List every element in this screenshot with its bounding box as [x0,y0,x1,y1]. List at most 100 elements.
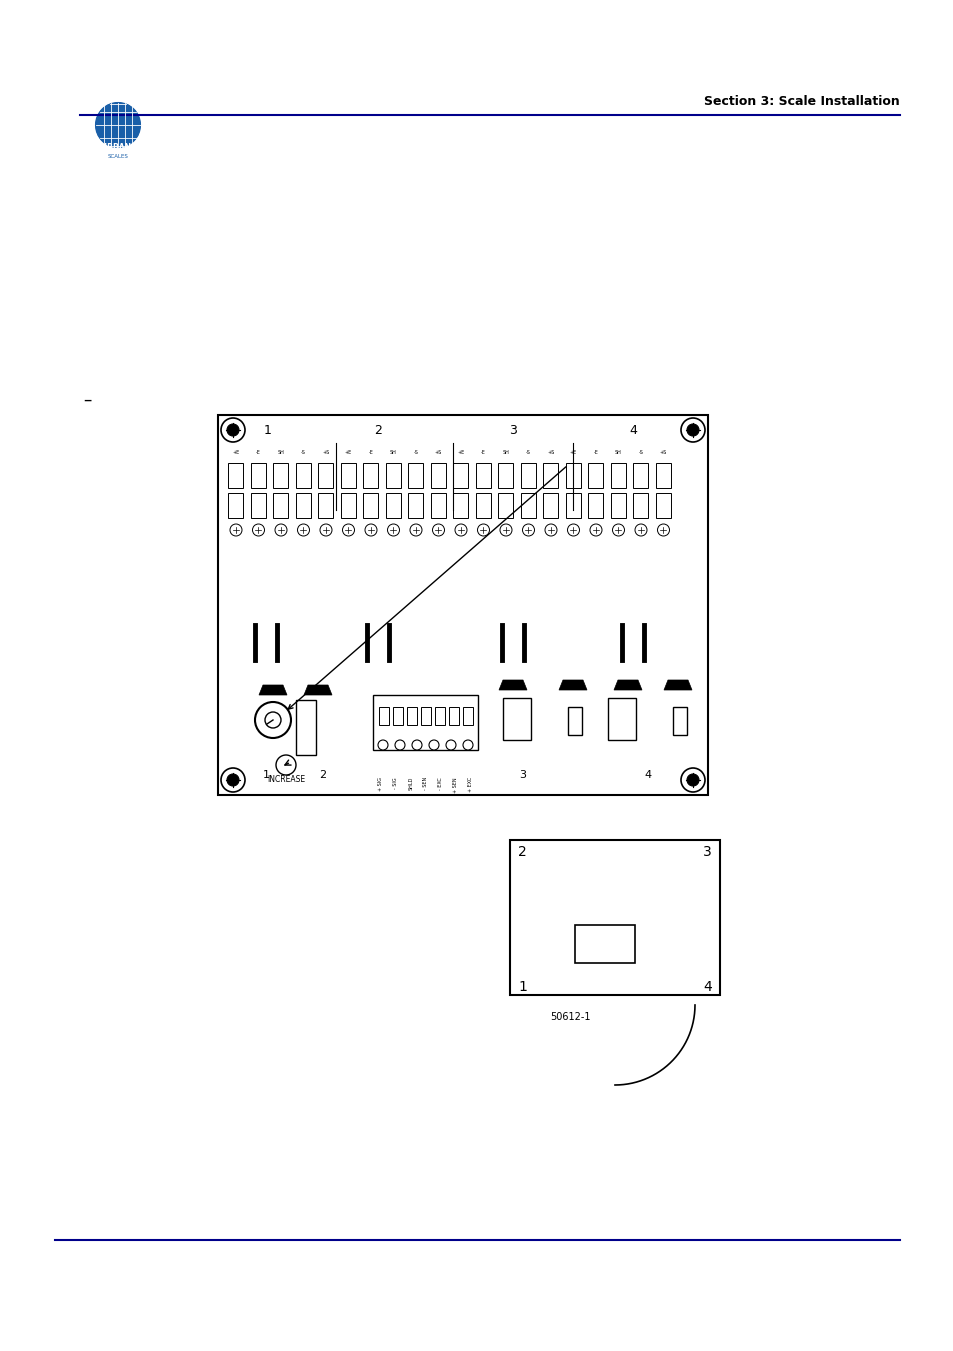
Circle shape [544,524,557,536]
Bar [408,493,423,517]
Polygon shape [258,685,287,694]
Text: + EXC: + EXC [468,777,473,792]
Bar [462,707,473,725]
Text: 3: 3 [519,770,526,780]
Text: 3: 3 [509,423,517,436]
Text: -S: -S [414,450,418,455]
Circle shape [275,755,295,775]
Text: +S: +S [659,450,666,455]
Bar [607,698,636,740]
Bar [218,415,707,794]
Bar [318,493,334,517]
Bar [633,493,648,517]
Bar [386,463,400,488]
Bar [498,463,513,488]
Text: Section 3: Scale Installation: Section 3: Scale Installation [703,95,899,108]
Circle shape [680,417,704,442]
Text: +S: +S [547,450,554,455]
Circle shape [686,774,699,786]
Bar [510,840,720,994]
Text: +E: +E [345,450,352,455]
Bar [318,463,334,488]
Bar [520,493,536,517]
Circle shape [297,524,309,536]
Circle shape [455,524,467,536]
Circle shape [657,524,669,536]
Bar [502,698,531,740]
Circle shape [230,524,242,536]
Bar [449,707,458,725]
Text: SCALES: SCALES [108,154,129,159]
Text: FAIRBANKS: FAIRBANKS [93,143,142,153]
Circle shape [395,740,405,750]
Polygon shape [304,685,332,694]
Circle shape [227,774,239,786]
Circle shape [686,424,699,436]
Bar [251,493,266,517]
Text: 4: 4 [702,979,711,994]
Circle shape [342,524,355,536]
Text: + SEN: + SEN [453,777,458,793]
Polygon shape [614,680,641,690]
Text: 50612-1: 50612-1 [549,1012,590,1021]
Bar [656,463,670,488]
Circle shape [274,524,287,536]
Text: -E: -E [255,450,261,455]
Bar [543,463,558,488]
Bar [453,463,468,488]
Text: 2: 2 [374,423,381,436]
Circle shape [254,703,291,738]
Text: +S: +S [322,450,330,455]
Bar [407,707,416,725]
Bar [633,463,648,488]
Bar [274,493,288,517]
Text: 1: 1 [264,423,272,436]
Bar [251,463,266,488]
Bar [420,707,431,725]
Bar [340,463,355,488]
Bar [373,694,477,750]
Circle shape [412,740,421,750]
Circle shape [387,524,399,536]
Circle shape [612,524,624,536]
Text: +E: +E [569,450,577,455]
Text: -E: -E [480,450,485,455]
Bar [431,463,446,488]
Text: 3: 3 [702,844,711,859]
Polygon shape [663,680,691,690]
Bar [588,463,603,488]
Text: - EXC: - EXC [438,777,443,790]
Bar [476,463,491,488]
Circle shape [221,417,245,442]
Text: 2: 2 [319,770,326,780]
Text: –: – [83,390,91,409]
Text: SH: SH [615,450,621,455]
Bar [274,463,288,488]
Bar [340,493,355,517]
Bar [363,463,378,488]
Bar [520,463,536,488]
Bar [567,707,581,735]
Text: SHLD: SHLD [408,777,413,790]
Text: - SIG: - SIG [393,777,398,789]
Circle shape [462,740,473,750]
Text: SH: SH [502,450,509,455]
Circle shape [429,740,438,750]
Text: -E: -E [368,450,373,455]
Bar [431,493,446,517]
Bar [565,493,580,517]
Polygon shape [558,680,586,690]
Circle shape [477,524,489,536]
Circle shape [227,424,239,436]
Text: SH: SH [390,450,396,455]
Bar [393,707,402,725]
Bar [588,493,603,517]
Text: -S: -S [301,450,306,455]
Text: 2: 2 [517,844,526,859]
Text: SH: SH [277,450,284,455]
Circle shape [377,740,388,750]
Circle shape [221,767,245,792]
Text: +S: +S [435,450,441,455]
Circle shape [567,524,578,536]
Circle shape [432,524,444,536]
